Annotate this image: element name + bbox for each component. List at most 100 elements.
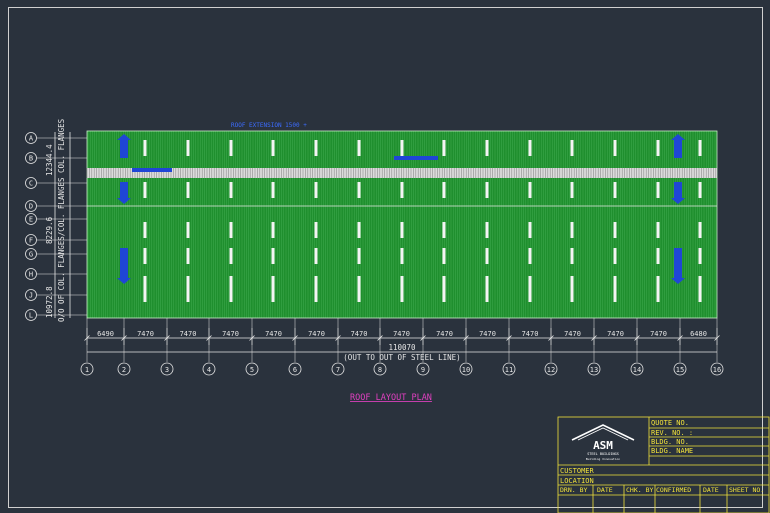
svg-text:C: C (29, 180, 33, 188)
side-dim-1: 12344.4 (45, 144, 54, 176)
logo-text: ASM (593, 439, 613, 452)
tb-date-1: DATE (597, 486, 613, 494)
col-bubble-14: 14 (630, 318, 644, 376)
grid-column-bubbles: 1 2 3 4 5 6 7 8 9 10 11 12 13 14 15 16 (80, 318, 724, 376)
bay-dim-9: 7470 (436, 330, 453, 338)
bay-dim-8: 7470 (393, 330, 410, 338)
col-bubble-1: 1 (80, 318, 94, 376)
svg-text:16: 16 (713, 366, 721, 374)
tb-location: LOCATION (560, 477, 594, 485)
bay-dim-3: 7470 (180, 330, 197, 338)
svg-text:7: 7 (336, 366, 340, 374)
col-bubble-2: 2 (117, 318, 131, 376)
svg-text:3: 3 (165, 366, 169, 374)
svg-text:J: J (29, 292, 33, 300)
svg-text:10: 10 (462, 366, 470, 374)
svg-text:5: 5 (250, 366, 254, 374)
ridge-band (86, 168, 717, 207)
svg-text:B: B (29, 155, 33, 163)
logo-tagline: Building Innovation (586, 457, 621, 461)
tb-sheet-no: SHEET NO. (729, 486, 764, 494)
side-dim-3: 10972.8 (45, 286, 54, 318)
slope-arrows (117, 134, 685, 284)
bay-dim-12: 7470 (564, 330, 581, 338)
drawing-border (8, 7, 763, 508)
row-bubble-F: F (25, 234, 87, 246)
row-bubble-A: A (25, 132, 87, 144)
tb-customer: CUSTOMER (560, 467, 595, 475)
bay-dim-15: 6480 (690, 330, 707, 338)
col-bubble-7: 7 (331, 318, 345, 376)
col-bubble-15: 15 (673, 318, 687, 376)
bay-dim-1: 6490 (97, 330, 114, 338)
svg-text:E: E (29, 216, 33, 224)
svg-text:L: L (29, 312, 33, 320)
col-bubble-3: 3 (160, 318, 174, 376)
col-bubble-11: 11 (502, 318, 516, 376)
title-block (557, 416, 770, 513)
col-bubble-5: 5 (245, 318, 259, 376)
logo-sub: STEEL BUILDINGS (587, 452, 619, 456)
col-bubble-16: 16 (710, 318, 724, 376)
row-bubble-J: J (25, 289, 87, 301)
row-bubble-D: D (25, 200, 87, 212)
col-bubble-9: 9 (416, 318, 430, 376)
svg-text:4: 4 (207, 366, 211, 374)
side-dim-note: O/O OF COL. FLANGES/COL. FLANGES COL. FL… (57, 118, 66, 322)
svg-text:14: 14 (633, 366, 641, 374)
side-dimensions: 12344.4 8229.6 10972.8 O/O OF COL. FLANG… (45, 118, 71, 322)
tb-quote-no: QUOTE NO. (651, 419, 689, 427)
skylight-openings (143, 140, 702, 302)
svg-text:G: G (29, 251, 33, 259)
side-dim-2: 8229.6 (45, 216, 54, 244)
row-bubble-H: H (25, 268, 87, 280)
svg-text:9: 9 (421, 366, 425, 374)
svg-text:H: H (29, 271, 33, 279)
bay-dim-10: 7470 (479, 330, 496, 338)
bay-dimensions: 6490 7470 7470 7470 7470 7470 7470 7470 7470 7470… (84, 328, 720, 345)
row-bubble-G: G (25, 248, 87, 260)
bay-dim-14: 7470 (650, 330, 667, 338)
svg-text:13: 13 (590, 366, 598, 374)
total-length-note: (OUT TO OUT OF STEEL LINE) (343, 353, 460, 362)
tb-drn-by: DRN. BY (560, 486, 587, 494)
bay-dim-4: 7470 (222, 330, 239, 338)
svg-text:15: 15 (676, 366, 684, 374)
row-bubble-C: C (25, 177, 87, 189)
bay-dim-2: 7470 (137, 330, 154, 338)
svg-text:6: 6 (293, 366, 297, 374)
tb-rev-no: REV. NO. : (651, 429, 693, 437)
col-bubble-6: 6 (288, 318, 302, 376)
panel-note-left-marker (132, 168, 172, 172)
svg-text:D: D (29, 203, 33, 211)
tb-bldg-name: BLDG. NAME (651, 447, 693, 455)
bay-dim-13: 7470 (607, 330, 624, 338)
svg-text:F: F (29, 237, 33, 245)
drawing-caption: ROOF LAYOUT PLAN (350, 393, 432, 403)
total-length: 110070 (388, 343, 416, 352)
bay-dim-5: 7470 (265, 330, 282, 338)
svg-text:12: 12 (547, 366, 555, 374)
company-logo: ASM STEEL BUILDINGS Building Innovation (571, 424, 635, 461)
svg-text:A: A (29, 135, 34, 143)
tb-bldg-no: BLDG. NO. (651, 438, 689, 446)
col-bubble-13: 13 (587, 318, 601, 376)
svg-text:11: 11 (505, 366, 513, 374)
roof-extension-note: ROOF EXTENSION 1500 + (231, 122, 307, 129)
tb-date-2: DATE (703, 486, 719, 494)
svg-text:8: 8 (378, 366, 382, 374)
row-bubble-L: L (25, 309, 87, 321)
svg-text:2: 2 (122, 366, 126, 374)
col-bubble-10: 10 (459, 318, 473, 376)
grid-row-bubbles: A B C DE FG H J L (25, 132, 87, 321)
tb-confirmed: CONFIRMED (656, 486, 691, 494)
bay-dim-11: 7470 (522, 330, 539, 338)
panel-note-mid-marker (394, 156, 438, 160)
bay-dim-7: 7470 (351, 330, 368, 338)
col-bubble-12: 12 (544, 318, 558, 376)
tb-chk-by: CHK. BY (626, 486, 653, 494)
svg-text:1: 1 (85, 366, 89, 374)
col-bubble-4: 4 (202, 318, 216, 376)
